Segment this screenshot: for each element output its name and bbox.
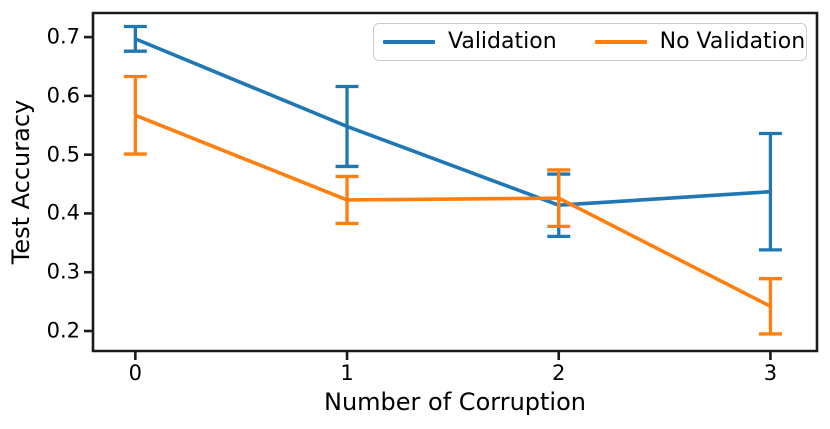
legend-line-sample-validation	[383, 40, 435, 44]
legend-item-validation: Validation	[383, 31, 557, 53]
y-tick-label: 0.3	[46, 259, 80, 284]
legend: Validation No Validation	[373, 23, 807, 61]
series-no-validation	[123, 74, 782, 336]
series-line-validation	[134, 37, 771, 208]
x-tick-label: 2	[552, 361, 566, 385]
y-tick-label: 0.6	[46, 83, 80, 108]
legend-label-validation: Validation	[448, 29, 557, 54]
y-tick-label: 0.7	[46, 24, 80, 49]
legend-item-no-validation: No Validation	[594, 29, 806, 54]
x-axis-label: Number of Corruption	[324, 388, 586, 416]
y-axis-label: Test Accuracy	[7, 99, 35, 265]
series-line-no-validation	[134, 113, 772, 308]
x-tick-label: 1	[340, 361, 354, 385]
y-tick-marks	[84, 35, 93, 333]
y-tick-label: 0.4	[46, 200, 80, 225]
axes-spines	[91, 11, 819, 353]
y-tick-label: 0.2	[46, 318, 80, 343]
y-tick-label: 0.5	[46, 142, 80, 167]
x-tick-label: 0	[128, 361, 143, 385]
series-validation	[123, 24, 782, 252]
legend-label-no-validation: No Validation	[659, 29, 806, 54]
x-tick-marks	[134, 351, 772, 360]
x-tick-label: 3	[763, 361, 778, 385]
legend-line-sample-no-validation	[594, 40, 647, 44]
